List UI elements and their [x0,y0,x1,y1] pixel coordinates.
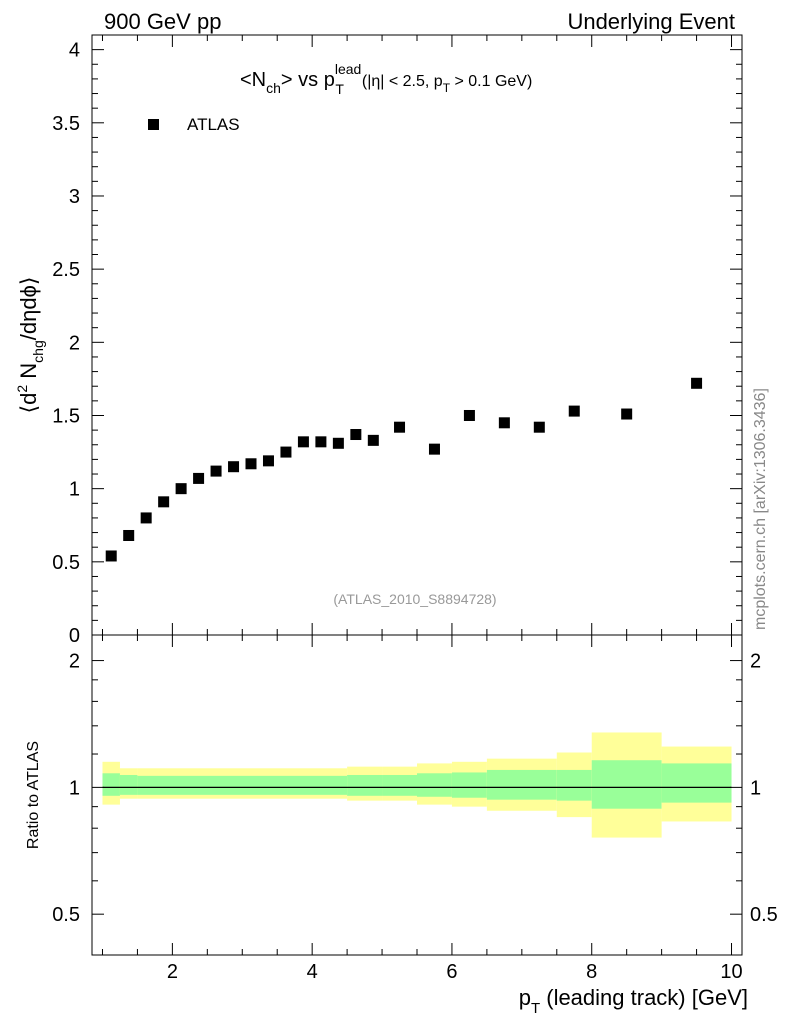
y-tick-label: 0.5 [52,552,80,574]
title-cut-a: (|η| < 2.5, p [362,73,443,90]
data-point-atlas [140,512,152,524]
data-point-atlas [105,550,117,562]
data-point-atlas [245,458,257,470]
y-tick-label: 0 [69,625,80,647]
ratio-stat-band [417,773,452,797]
y-tick-label: 2.5 [52,259,80,281]
title-p-sub: T [335,81,344,97]
data-point-atlas [228,461,240,473]
data-point-atlas [280,446,292,458]
title-main: <N [240,69,266,91]
ratio-stat-band [137,775,348,795]
legend-entry-atlas: ATLAS [187,115,240,134]
ratio-axis-ticks: 0.5 0.5 1 1 2 2 2 4 6 8 10 [52,635,778,983]
data-point-atlas [297,436,309,448]
y-tick-label: 1 [69,479,80,501]
data-point-atlas [568,405,580,417]
data-point-atlas [498,417,510,429]
ratio-plot-panel [91,634,743,956]
ratio-y-tick-label-left: 0.5 [52,904,80,926]
ratio-stat-band [119,774,138,795]
title-cut-b: > 0.1 GeV) [450,73,532,90]
ratio-y-tick-label-right: 1 [750,777,761,799]
x-tick-label: 10 [720,961,742,983]
y-axis-label-main: ⟨d2 Nchg/dηdϕ⟩ [14,277,46,414]
data-point-atlas [158,496,170,508]
data-point-atlas [350,429,362,441]
data-point-atlas [463,409,475,421]
data-point-atlas [262,455,274,467]
data-point-atlas [428,443,440,455]
title-cut-sub: T [443,81,451,95]
side-label: mcplots.cern.ch [arXiv:1306.3436] [752,388,769,630]
header-right: Underlying Event [567,9,735,34]
data-point-atlas [332,437,344,449]
ratio-stat-band [661,763,732,803]
ratio-stat-band [486,769,557,800]
analysis-id: (ATLAS_2010_S8894728) [333,591,496,607]
y-tick-label: 3 [69,186,80,208]
ratio-bands [102,732,732,838]
title-vs: > vs p [281,69,335,91]
ratio-y-tick-label-right: 0.5 [750,904,778,926]
title-main-sub: ch [266,80,281,96]
data-point-atlas [123,529,135,541]
main-data-points [105,377,703,562]
data-point-atlas [210,465,222,477]
x-tick-label: 2 [167,961,178,983]
ratio-stat-band [451,772,487,798]
data-point-atlas [621,408,633,420]
y-tick-label: 2 [69,332,80,354]
ratio-stat-band [556,769,592,801]
y-tick-label: 3.5 [52,113,80,135]
data-point-atlas [315,436,327,448]
legend: ATLAS [148,115,240,134]
ratio-y-tick-label-left: 2 [69,651,80,673]
data-point-atlas [394,421,406,433]
x-tick-label: 8 [586,961,597,983]
y-axis-label-ratio: Ratio to ATLAS [25,741,42,849]
x-tick-label: 4 [307,961,318,983]
x-axis-label: pT (leading track) [GeV] [519,985,748,1017]
data-point-atlas [691,377,703,389]
ratio-y-tick-label-left: 1 [69,777,80,799]
data-point-atlas [193,472,205,484]
main-axis-ticks: 0 0.5 1 1.5 2 2.5 3 3.5 4 [52,35,742,647]
y-tick-label: 1.5 [52,405,80,427]
header-left: 900 GeV pp [104,9,221,34]
data-point-atlas [175,483,187,495]
x-tick-label: 6 [446,961,457,983]
ratio-y-tick-label-right: 2 [750,651,761,673]
legend-marker [148,119,159,130]
ratio-stat-band [591,760,662,809]
title-p-sup: lead [335,61,361,77]
ratio-stat-band [382,774,417,796]
ratio-stat-band [347,774,383,796]
data-point-atlas [367,434,379,446]
plot-title: <Nch> vs plead T (|η| < 2.5, pT > 0.1 GeV) [240,61,532,97]
ratio-stat-band [102,773,120,796]
data-point-atlas [533,421,545,433]
y-tick-label: 4 [69,40,80,62]
